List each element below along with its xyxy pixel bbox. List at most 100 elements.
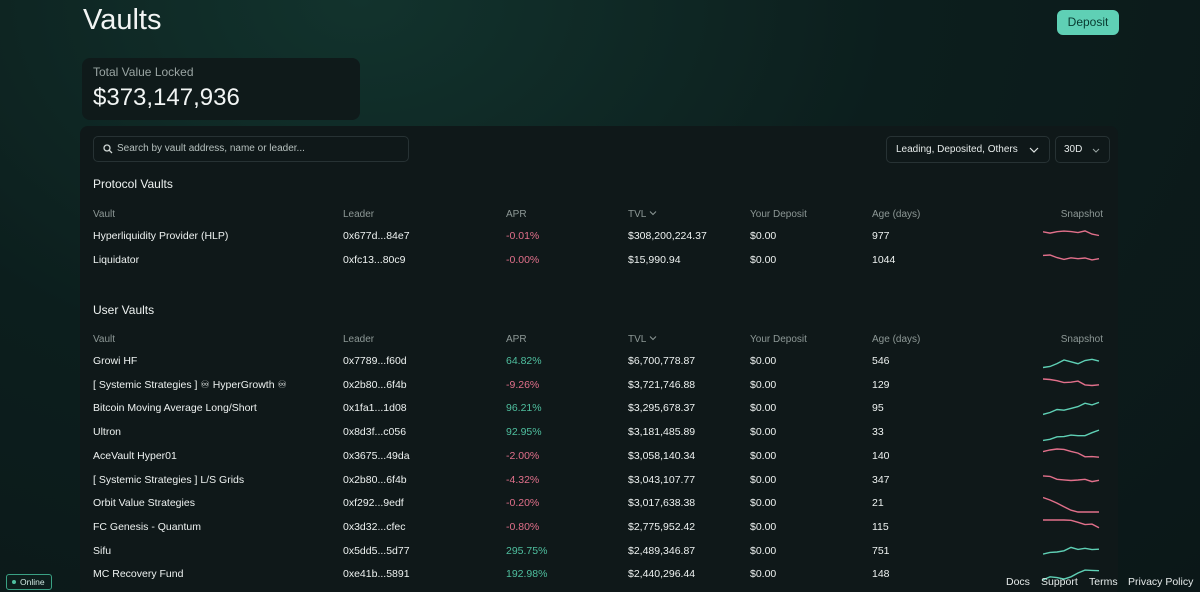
- leader-address: 0xf292...9edf: [343, 497, 404, 510]
- sparkline-path: [1043, 253, 1100, 261]
- apr: 64.82%: [506, 355, 542, 367]
- apr: -9.26%: [506, 378, 540, 391]
- column-header: Leader: [343, 209, 375, 220]
- vault-name[interactable]: Hyperliquidity Provider (HLP): [93, 230, 229, 242]
- vault-name[interactable]: Sifu: [93, 544, 112, 557]
- snapshot-sparkline: [1043, 429, 1100, 442]
- your-deposit: $0.00: [750, 497, 777, 510]
- tvl: $3,017,638.38: [628, 497, 696, 510]
- sort-icon: [649, 208, 657, 219]
- vault-name[interactable]: Orbit Value Strategies: [93, 497, 195, 510]
- tvl: $308,200,224.37: [628, 230, 707, 242]
- section-title: User Vaults: [93, 303, 155, 317]
- tvl: $2,775,952.42: [628, 520, 696, 533]
- age: 115: [872, 520, 889, 533]
- filter-label: Leading, Deposited, Others: [896, 144, 1018, 155]
- your-deposit: $0.00: [750, 355, 777, 367]
- apr: 92.95%: [506, 426, 542, 439]
- tvl-label: Total Value Locked: [93, 65, 194, 79]
- column-header: APR: [506, 334, 527, 345]
- vault-name[interactable]: [ Systemic Strategies ] L/S Grids: [93, 473, 245, 486]
- sparkline-path: [1043, 402, 1100, 416]
- snapshot-sparkline: [1043, 546, 1100, 555]
- footer-link[interactable]: Support: [1041, 576, 1078, 588]
- sort-icon: [649, 333, 657, 344]
- sparkline-path: [1043, 519, 1100, 529]
- sparkline-path: [1043, 358, 1100, 369]
- age: 95: [872, 402, 884, 415]
- age: 1044: [872, 253, 896, 266]
- chevron: [1092, 148, 1100, 153]
- period-dropdown[interactable]: 30D: [1055, 136, 1110, 163]
- column-header: Leader: [343, 334, 375, 345]
- apr: 96.21%: [506, 402, 542, 415]
- leader-address: 0x7789...f60d: [343, 355, 407, 367]
- apr: 192.98%: [506, 568, 548, 581]
- tvl: $3,181,485.89: [628, 426, 696, 439]
- period-label: 30D: [1064, 144, 1083, 155]
- search-box[interactable]: Search by vault address, name or leader.…: [93, 136, 409, 162]
- page-title: Vaults: [83, 4, 162, 36]
- column-header: Age (days): [872, 334, 921, 345]
- column-header: Your Deposit: [750, 209, 807, 220]
- leader-address: 0xe41b...5891: [343, 568, 410, 581]
- your-deposit: $0.00: [750, 544, 777, 557]
- vault-panel: [80, 126, 1118, 592]
- tvl: $3,721,746.88: [628, 378, 696, 391]
- column-header: Your Deposit: [750, 334, 807, 345]
- age: 977: [872, 230, 890, 242]
- snapshot-sparkline: [1043, 569, 1100, 581]
- leader-address: 0x2b80...6f4b: [343, 473, 407, 486]
- chevron: [1029, 147, 1039, 153]
- apr: -0.01%: [506, 230, 540, 242]
- age: 140: [872, 449, 890, 462]
- tvl: $3,058,140.34: [628, 449, 696, 462]
- status-dot: [12, 580, 16, 584]
- snapshot-sparkline: [1043, 474, 1100, 482]
- vault-name[interactable]: Bitcoin Moving Average Long/Short: [93, 402, 257, 415]
- filter-dropdown[interactable]: Leading, Deposited, Others: [886, 136, 1050, 163]
- sparkline-path: [1043, 377, 1100, 386]
- apr: 295.75%: [506, 544, 548, 557]
- column-header: Vault: [93, 334, 116, 345]
- age: 129: [872, 378, 890, 391]
- sparkline-path: [1043, 569, 1100, 581]
- leader-address: 0x8d3f...c056: [343, 426, 407, 439]
- column-header: Snapshot: [1060, 334, 1103, 345]
- footer-link[interactable]: Privacy Policy: [1128, 576, 1194, 588]
- your-deposit: $0.00: [750, 520, 777, 533]
- deposit-button[interactable]: Deposit: [1057, 10, 1119, 35]
- sparkline-path: [1043, 448, 1100, 458]
- leader-address: 0x1fa1...1d08: [343, 402, 407, 415]
- snapshot-sparkline: [1043, 519, 1100, 529]
- footer-link[interactable]: Terms: [1089, 576, 1118, 588]
- vault-name[interactable]: Liquidator: [93, 253, 140, 266]
- vault-name[interactable]: Ultron: [93, 426, 122, 439]
- apr: -2.00%: [506, 449, 540, 462]
- your-deposit: $0.00: [750, 473, 777, 486]
- vault-name[interactable]: FC Genesis - Quantum: [93, 520, 201, 533]
- vault-name[interactable]: AceVault Hyper01: [93, 449, 177, 462]
- column-header: Vault: [93, 209, 116, 220]
- vault-name[interactable]: Growi HF: [93, 355, 138, 367]
- column-header[interactable]: TVL: [628, 209, 647, 220]
- age: 148: [872, 568, 890, 581]
- column-header[interactable]: TVL: [628, 334, 647, 345]
- snapshot-sparkline: [1043, 448, 1100, 458]
- column-header: Age (days): [872, 209, 921, 220]
- vault-name[interactable]: MC Recovery Fund: [93, 568, 184, 581]
- age: 347: [872, 473, 890, 486]
- footer-link[interactable]: Docs: [1006, 576, 1030, 588]
- vault-name[interactable]: [ Systemic Strategies ] ♾ HyperGrowth ♾: [93, 378, 287, 391]
- snapshot-sparkline: [1043, 497, 1099, 513]
- leader-address: 0xfc13...80c9: [343, 253, 406, 266]
- search-icon: [103, 144, 113, 154]
- tvl: $15,990.94: [628, 253, 681, 266]
- your-deposit: $0.00: [750, 449, 777, 462]
- your-deposit: $0.00: [750, 378, 777, 391]
- search-placeholder: Search by vault address, name or leader.…: [117, 143, 305, 154]
- sparkline-path: [1043, 497, 1099, 513]
- sparkline-path: [1043, 429, 1100, 442]
- tvl-card: [82, 58, 360, 120]
